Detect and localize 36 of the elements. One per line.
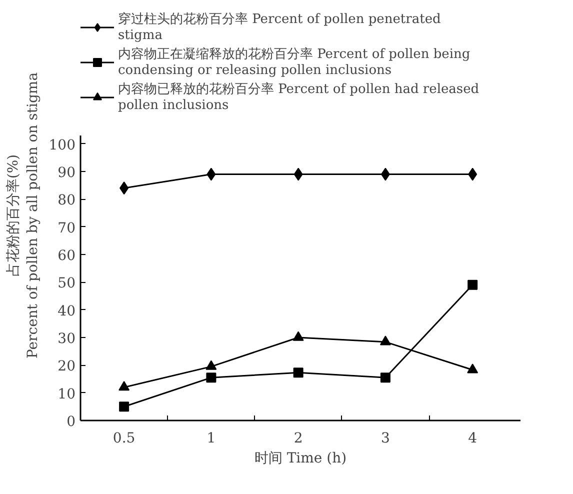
point bbox=[468, 168, 478, 181]
y-tick-label: 20 bbox=[58, 358, 76, 375]
y-tick-label: 60 bbox=[58, 248, 76, 264]
y-tick-label: 50 bbox=[58, 276, 76, 292]
y-tick-label: 0 bbox=[66, 414, 76, 430]
point bbox=[380, 168, 390, 181]
x-tick-label: 0.5 bbox=[112, 430, 136, 446]
point bbox=[118, 381, 130, 391]
point bbox=[206, 372, 216, 383]
legend-label: 穿过柱头的花粉百分率 Percent of pollen penetrated stigma bbox=[118, 11, 441, 43]
y-tick-label: 100 bbox=[48, 137, 76, 154]
y-tick-label: 40 bbox=[58, 303, 76, 320]
point bbox=[119, 402, 130, 412]
point bbox=[206, 168, 216, 181]
y-tick-label: 90 bbox=[58, 164, 76, 181]
point bbox=[292, 331, 304, 341]
point bbox=[380, 336, 391, 346]
y-axis-title: 占花粉的百分率(%) Percent of pollen by all pollen on stigma bbox=[6, 72, 41, 359]
x-tick-label: 2 bbox=[294, 430, 303, 446]
x-axis-title: 时间 Time (h) bbox=[254, 450, 347, 466]
x-tick-label: 3 bbox=[380, 430, 390, 446]
point bbox=[294, 168, 303, 181]
point bbox=[120, 182, 129, 195]
x-tick-label: 4 bbox=[468, 430, 478, 446]
y-tick-label: 70 bbox=[58, 220, 76, 236]
y-tick-label: 10 bbox=[58, 386, 76, 402]
legend-label: 内容物正在凝缩释放的花粉百分率 Percent of pollen being condensing or releasing pollen inclusions bbox=[118, 46, 470, 78]
point bbox=[468, 280, 478, 290]
point bbox=[380, 372, 390, 383]
x-tick-label: 1 bbox=[206, 430, 216, 446]
point bbox=[467, 364, 478, 374]
point bbox=[206, 360, 217, 370]
y-tick-label: 30 bbox=[58, 330, 76, 347]
point bbox=[293, 368, 304, 378]
legend-label: 内容物已释放的花粉百分率 Percent of pollen had released pollen inclusions bbox=[118, 81, 480, 113]
y-tick-label: 80 bbox=[58, 192, 76, 209]
